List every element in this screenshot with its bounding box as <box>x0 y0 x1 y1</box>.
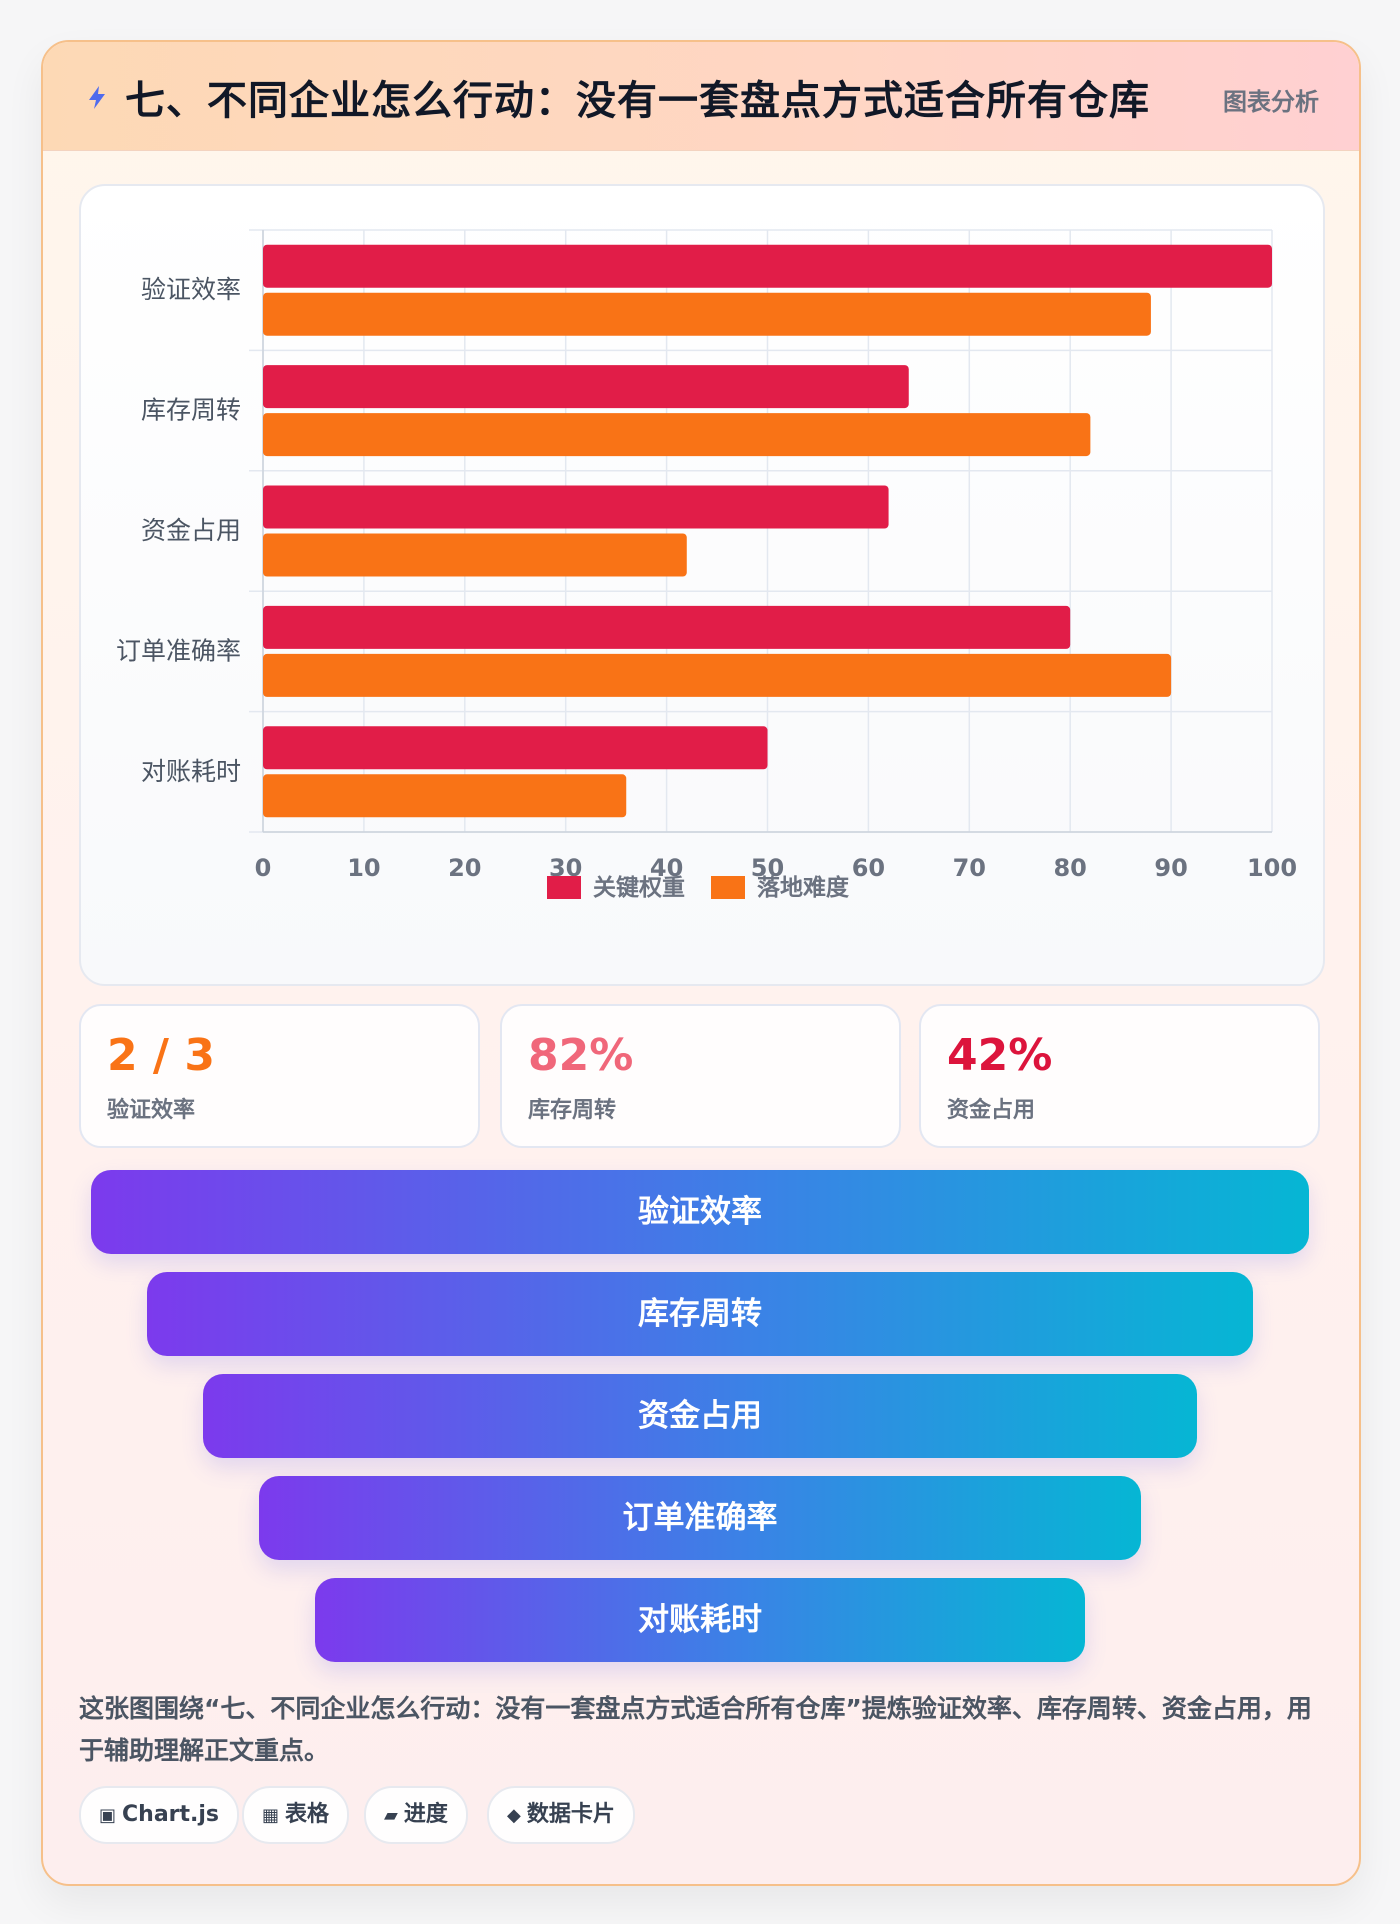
chip-table[interactable]: ▦ 表格 <box>242 1786 350 1844</box>
funnel-step: 库存周转 <box>147 1272 1253 1356</box>
x-tick-label: 20 <box>448 854 481 882</box>
y-tick-label: 资金占用 <box>141 516 241 545</box>
stat-value: 2 / 3 <box>107 1030 215 1081</box>
card-header: 七、不同企业怎么行动：没有一套盘点方式适合所有仓库 图表分析 <box>43 42 1359 151</box>
x-tick-label: 40 <box>650 854 683 882</box>
stat-label: 资金占用 <box>947 1098 1036 1123</box>
y-tick-label: 库存周转 <box>141 396 241 425</box>
x-tick-label: 10 <box>347 854 380 882</box>
stat-label: 库存周转 <box>528 1098 617 1123</box>
header-tag: 图表分析 <box>1223 88 1319 116</box>
x-tick-label: 80 <box>1053 854 1086 882</box>
stat-value: 42% <box>947 1030 1053 1081</box>
funnel-step: 订单准确率 <box>259 1476 1141 1560</box>
funnel-step: 验证效率 <box>91 1170 1309 1254</box>
bar <box>263 485 889 529</box>
legend-swatch <box>547 876 581 899</box>
bar-chart-panel: 0 10 20 30 40 50 60 70 80 90 100 验证效率 库存周转 资金占用 订单准确率对… <box>79 184 1325 986</box>
chart-icon: ▣ <box>99 1805 117 1826</box>
diamond-icon: ◆ <box>507 1805 521 1826</box>
stat-card: 2 / 3 验证效率 <box>79 1004 480 1148</box>
bar <box>263 653 1172 697</box>
x-tick-label: 60 <box>852 854 885 882</box>
bar <box>263 605 1071 649</box>
chip-data-cards[interactable]: ◆ 数据卡片 <box>487 1786 635 1844</box>
y-tick-label: 验证效率 <box>141 275 241 304</box>
funnel-step: 对账耗时 <box>315 1578 1085 1662</box>
chip-label: 数据卡片 <box>526 1802 615 1827</box>
infographic-card: 七、不同企业怎么行动：没有一套盘点方式适合所有仓库 图表分析 0 10 20 30 40… <box>41 40 1361 1886</box>
description: 这张图围绕“七、不同企业怎么行动：没有一套盘点方式适合所有仓库”提炼验证效率、库… <box>79 1694 1312 1765</box>
chip-label: 表格 <box>285 1802 330 1827</box>
legend-label: 落地难度 <box>757 874 850 901</box>
chip-progress[interactable]: ▰ 进度 <box>364 1786 468 1844</box>
x-tick-label: 100 <box>1247 854 1297 882</box>
chip-label: 进度 <box>403 1802 448 1827</box>
x-tick-label: 90 <box>1154 854 1187 882</box>
y-tick-label: 对账耗时 <box>141 757 241 786</box>
stat-card: 42% 资金占用 <box>919 1004 1320 1148</box>
bar-chart: 0 10 20 30 40 50 60 70 80 90 100验证效率库存周转资金占用订单准确率对… <box>116 229 1297 901</box>
page-title: 七、不同企业怎么行动：没有一套盘点方式适合所有仓库 <box>125 78 1150 124</box>
bar <box>263 774 627 818</box>
bar <box>263 413 1091 457</box>
progress-icon: ▰ <box>384 1805 398 1826</box>
bar <box>263 365 909 409</box>
table-icon: ▦ <box>262 1805 280 1826</box>
y-tick-label: 订单准确率 <box>116 636 241 665</box>
bar <box>263 533 687 577</box>
legend-label: 关键权重 <box>593 874 685 901</box>
bar <box>263 726 768 770</box>
bar <box>263 244 1272 288</box>
stat-card: 82% 库存周转 <box>500 1004 901 1148</box>
stat-cards: 2 / 3 验证效率 82% 库存周转 42% 资金占用 <box>79 1004 1323 1148</box>
legend-swatch <box>711 876 745 899</box>
chip-label: Chart.js <box>122 1802 220 1827</box>
stat-value: 82% <box>528 1030 634 1081</box>
x-tick-label: 70 <box>953 854 986 882</box>
x-tick-label: 50 <box>751 854 784 882</box>
funnel-step: 资金占用 <box>203 1374 1197 1458</box>
chip-chartjs[interactable]: ▣ Chart.js <box>79 1786 240 1844</box>
x-tick-label: 0 <box>255 854 272 882</box>
bar <box>263 292 1151 336</box>
bolt-icon <box>89 86 105 109</box>
stat-label: 验证效率 <box>107 1098 196 1123</box>
